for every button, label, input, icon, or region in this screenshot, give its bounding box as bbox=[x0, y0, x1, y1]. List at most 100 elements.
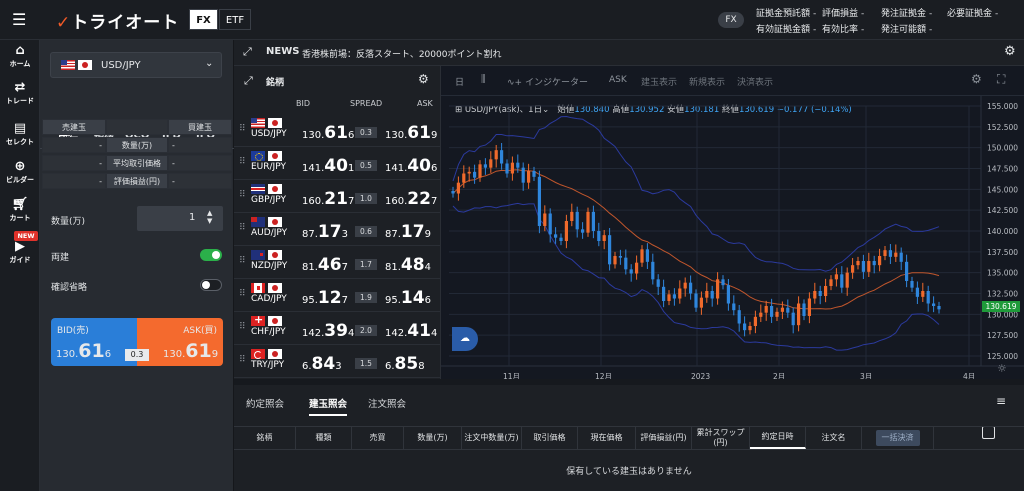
chart-symbol[interactable]: USD/JPY(ask)、1日 bbox=[464, 105, 543, 115]
bid-rate[interactable]: 6.843 bbox=[302, 354, 342, 374]
ask-rate[interactable]: 141.406 bbox=[385, 156, 438, 176]
expand-icon[interactable]: ⤢ bbox=[243, 45, 252, 58]
tab-fx[interactable]: FX bbox=[189, 9, 218, 30]
news-headline[interactable]: 香港株前場：反落スタート、20000ポイント割れ bbox=[302, 50, 502, 60]
quantity-stepper[interactable]: 1 ▲ ▼ bbox=[137, 206, 223, 231]
drag-handle-icon[interactable]: ⠿ bbox=[239, 223, 246, 233]
select-all-checkbox[interactable] bbox=[982, 426, 995, 439]
ask-rate[interactable]: 87.179 bbox=[385, 222, 431, 242]
candle-body bbox=[645, 249, 649, 262]
gear-icon[interactable]: ⚙ bbox=[418, 72, 429, 86]
drag-handle-icon[interactable]: ⠿ bbox=[239, 124, 246, 134]
add-icon[interactable]: ⊞ bbox=[455, 105, 463, 115]
candle-body bbox=[910, 281, 914, 288]
confirm-skip-toggle[interactable] bbox=[200, 279, 222, 291]
y-tick-label: 140.000 bbox=[987, 227, 1018, 236]
nav-home[interactable]: ⌂ ホーム bbox=[0, 43, 40, 69]
drag-handle-icon[interactable]: ⠿ bbox=[239, 355, 246, 365]
ask-rate[interactable]: 81.484 bbox=[385, 255, 431, 275]
top-bar: ☰ ✓トライオート FX ETF FX 証拠金預託額 - 評価損益 - 発注証拠金 - 必要… bbox=[0, 0, 1024, 40]
tab-etf[interactable]: ETF bbox=[219, 9, 251, 30]
expand-icon[interactable]: ⤢ bbox=[244, 74, 253, 87]
ask-rate[interactable]: 142.414 bbox=[385, 321, 438, 341]
pair-select[interactable]: USD/JPY ⌄ bbox=[50, 52, 222, 78]
candle-body bbox=[597, 231, 601, 241]
flag-icon bbox=[251, 316, 265, 326]
ask-rate[interactable]: 160.227 bbox=[385, 189, 438, 209]
ask-toggle[interactable]: ASK bbox=[609, 75, 627, 85]
logo[interactable]: ✓トライオート bbox=[56, 13, 180, 33]
time-settings-icon[interactable]: ☼ bbox=[997, 362, 1007, 375]
nav-guide[interactable]: ▶ ガイド bbox=[0, 239, 40, 265]
order-panel: USD/JPY ⌄ 成行 指値 OCO IFD IFO 売建玉 買建玉-数量(万… bbox=[40, 40, 234, 491]
show-positions-button[interactable]: 建玉表示 bbox=[641, 78, 678, 88]
ask-rate[interactable]: 130.619 bbox=[385, 123, 438, 143]
news-bar[interactable]: ⤢ NEWS 香港株前場：反落スタート、20000ポイント割れ ⚙ bbox=[234, 40, 1024, 66]
rate-pair: AUD/JPY bbox=[251, 217, 301, 238]
tab-oco[interactable]: OCO bbox=[125, 130, 150, 141]
drag-handle-icon[interactable]: ⠿ bbox=[239, 289, 246, 299]
chevron-down-icon: ⌄ bbox=[205, 58, 214, 69]
menu-icon[interactable]: ☰ bbox=[12, 10, 27, 29]
rate-row[interactable]: ⠿ EUR/JPY 141.401 0.5 141.406 bbox=[234, 147, 441, 180]
column-header[interactable]: 一括決済 bbox=[862, 427, 934, 449]
drag-handle-icon[interactable]: ⠿ bbox=[239, 322, 246, 332]
candle-icon[interactable]: ⫼ bbox=[481, 74, 486, 85]
rate-pair: EUR/JPY bbox=[251, 151, 301, 172]
ask-button[interactable]: ASK(買) 130.619 bbox=[137, 318, 223, 366]
bid-button[interactable]: BID(売) 130.616 bbox=[51, 318, 137, 366]
bid-rate[interactable]: 81.467 bbox=[302, 255, 348, 275]
ask-rate[interactable]: 6.858 bbox=[385, 354, 425, 374]
bid-rate[interactable]: 130.616 bbox=[302, 123, 355, 143]
gear-icon[interactable]: ⚙ bbox=[1004, 44, 1016, 59]
rate-row[interactable]: ⠿ USD/JPY 130.616 0.3 130.619 bbox=[234, 114, 441, 147]
indicator-button[interactable]: ∿+ インジケーター bbox=[507, 78, 588, 88]
chart-settings-icon[interactable]: ⚙ bbox=[971, 72, 982, 86]
candle-body bbox=[872, 261, 876, 266]
rate-row[interactable]: ⠿ TRY/JPY 6.843 1.5 6.858 bbox=[234, 345, 441, 378]
chart-panel[interactable]: 日 ⫼ ∿+ インジケーター ASK 建玉表示 新規表示 決済表示 ⚙ ⛶ ⊞ … bbox=[441, 66, 1024, 379]
fullscreen-icon[interactable]: ⛶ bbox=[997, 72, 1006, 86]
position-row-label: 平均取引価格 bbox=[106, 155, 168, 171]
nav-cart[interactable]: 🛒︎ カート bbox=[0, 197, 40, 223]
nav-select[interactable]: ▤ セレクト bbox=[0, 121, 40, 147]
ask-rate[interactable]: 95.146 bbox=[385, 288, 431, 308]
nav-trade[interactable]: ⇄ トレード bbox=[0, 80, 40, 106]
period-button[interactable]: 日 bbox=[455, 78, 465, 88]
tab-executions[interactable]: 約定照会 bbox=[246, 399, 285, 410]
tab-ifd[interactable]: IFD bbox=[162, 130, 181, 141]
stepper-arrows-icon[interactable]: ▲ ▼ bbox=[207, 209, 213, 225]
show-settle-button[interactable]: 決済表示 bbox=[737, 78, 774, 88]
bid-rate[interactable]: 142.394 bbox=[302, 321, 355, 341]
rate-row[interactable]: ⠿ NZD/JPY 81.467 1.7 81.484 bbox=[234, 246, 441, 279]
candle-body bbox=[791, 312, 795, 326]
candle-body bbox=[527, 171, 531, 183]
tab-orders[interactable]: 注文照会 bbox=[368, 399, 407, 410]
bid-rate[interactable]: 87.173 bbox=[302, 222, 348, 242]
show-new-button[interactable]: 新規表示 bbox=[689, 78, 726, 88]
rate-row[interactable]: ⠿ CAD/JPY 95.127 1.9 95.146 bbox=[234, 279, 441, 312]
bid-rate[interactable]: 141.401 bbox=[302, 156, 355, 176]
drag-handle-icon[interactable]: ⠿ bbox=[239, 190, 246, 200]
nav-builder[interactable]: ⊕ ビルダー bbox=[0, 159, 40, 185]
candle-body bbox=[786, 307, 790, 313]
column-header: 数量(万) bbox=[404, 427, 462, 449]
bollinger-upper bbox=[452, 115, 940, 272]
filter-icon[interactable]: ≡ bbox=[996, 394, 1007, 408]
ryodate-toggle[interactable] bbox=[200, 249, 222, 261]
bid-rate[interactable]: 160.217 bbox=[302, 189, 355, 209]
rate-row[interactable]: ⠿ AUD/JPY 87.173 0.6 87.179 bbox=[234, 213, 441, 246]
flag-icon bbox=[251, 184, 265, 194]
bid-rate[interactable]: 95.127 bbox=[302, 288, 348, 308]
drag-handle-icon[interactable]: ⠿ bbox=[239, 256, 246, 266]
tab-positions[interactable]: 建玉照会 bbox=[309, 396, 348, 416]
rate-row[interactable]: ⠿ GBP/JPY 160.217 1.0 160.227 bbox=[234, 180, 441, 213]
tab-ifo[interactable]: IFO bbox=[196, 130, 215, 141]
drag-handle-icon[interactable]: ⠿ bbox=[239, 157, 246, 167]
ask-label: ASK(買) bbox=[183, 326, 217, 336]
flag-icon bbox=[251, 250, 265, 260]
spread-value: 0.6 bbox=[355, 226, 377, 237]
collapse-handle[interactable]: ☁ bbox=[452, 327, 478, 351]
account-item: 有効比率 - bbox=[822, 25, 865, 35]
